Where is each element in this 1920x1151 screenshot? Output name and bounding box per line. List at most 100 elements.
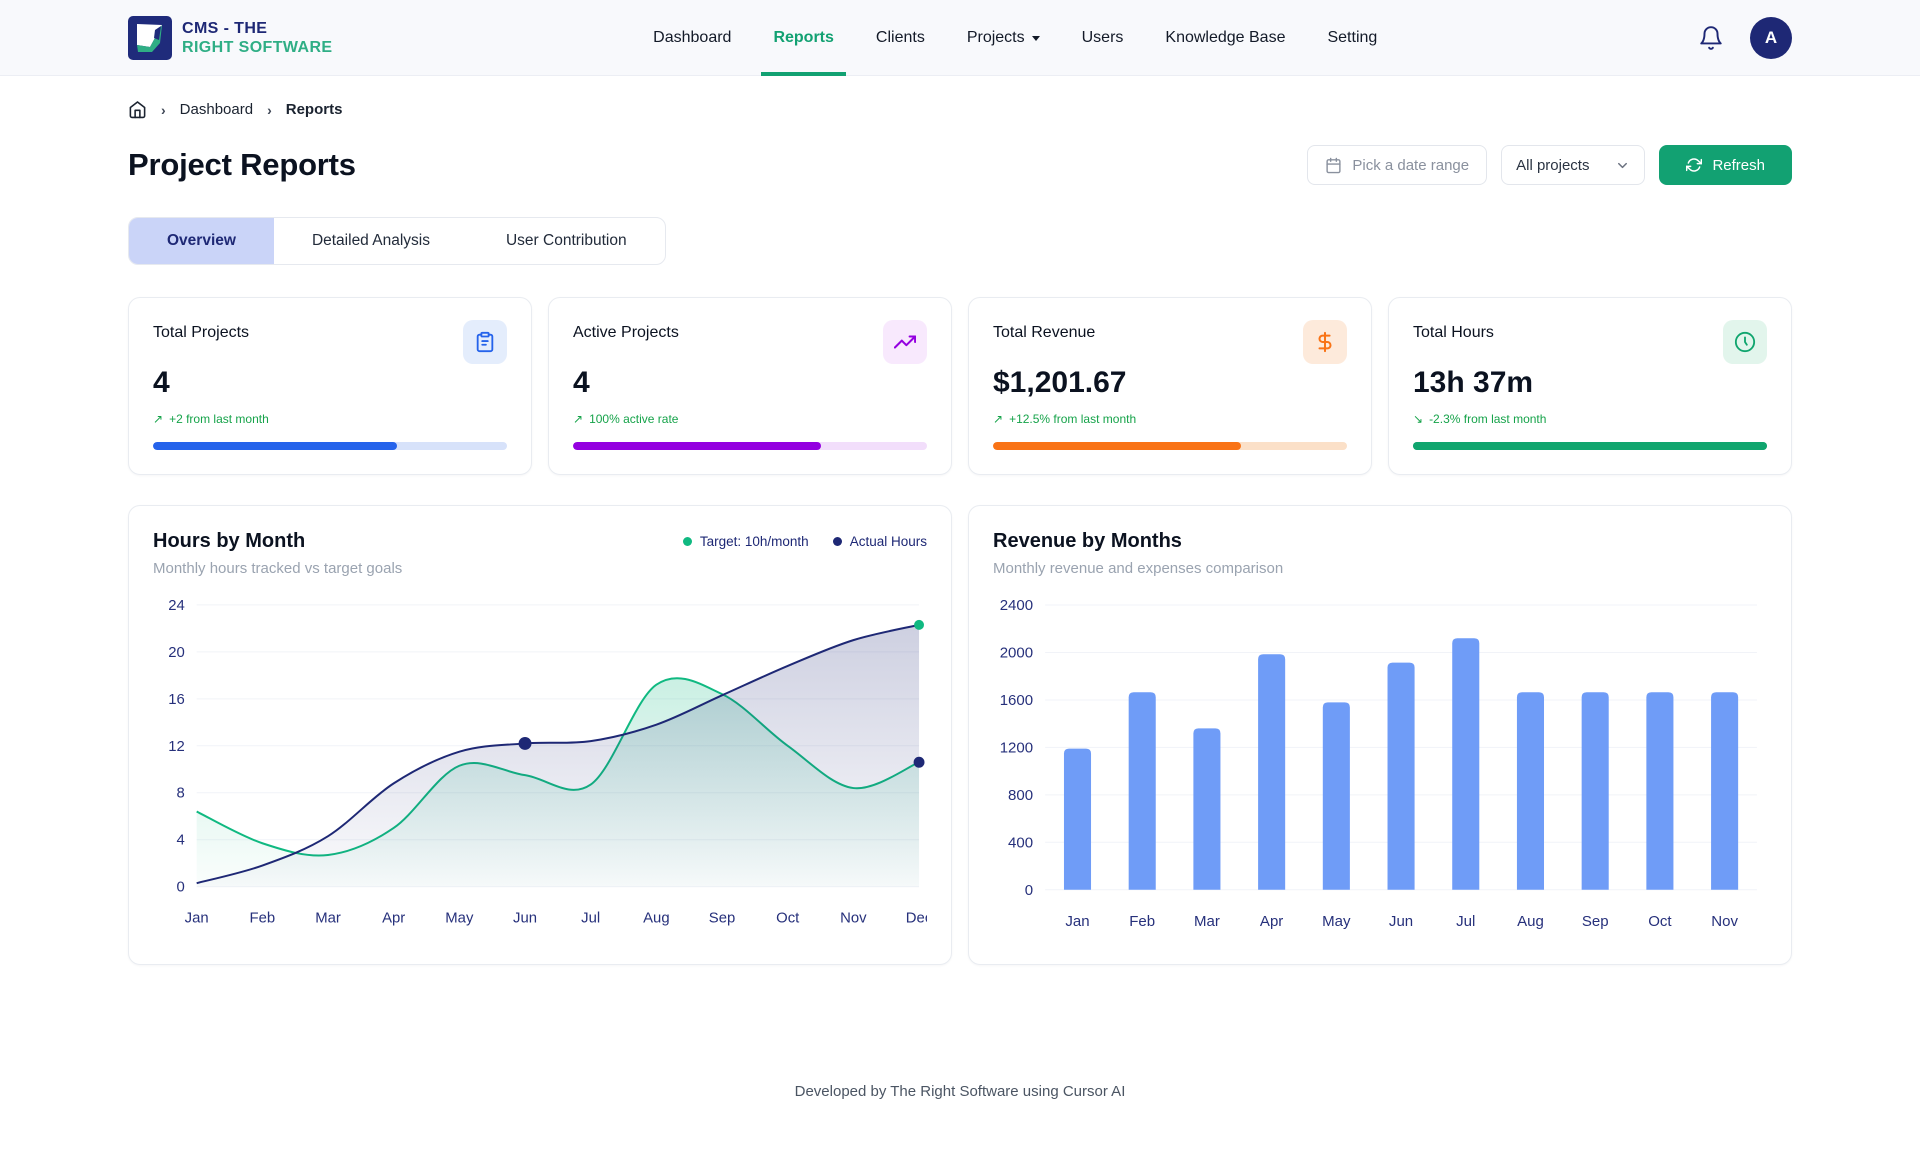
report-controls: Pick a date range All projects Refresh bbox=[1307, 145, 1792, 185]
svg-text:2000: 2000 bbox=[1000, 645, 1033, 662]
chart-title: Hours by Month bbox=[153, 530, 402, 553]
progress-track bbox=[1413, 442, 1767, 450]
svg-text:12: 12 bbox=[168, 739, 185, 755]
svg-text:Oct: Oct bbox=[1648, 913, 1672, 930]
tab-detailed-analysis[interactable]: Detailed Analysis bbox=[274, 218, 468, 264]
stat-change: ↗ +2 from last month bbox=[153, 412, 507, 426]
legend-dot-target bbox=[683, 537, 692, 546]
svg-text:Jan: Jan bbox=[1065, 913, 1089, 930]
svg-text:0: 0 bbox=[1025, 882, 1033, 899]
svg-text:Sep: Sep bbox=[709, 910, 735, 926]
stat-title: Total Projects bbox=[153, 320, 249, 342]
svg-text:Apr: Apr bbox=[1260, 913, 1283, 930]
chart-subtitle: Monthly hours tracked vs target goals bbox=[153, 560, 402, 577]
svg-text:4: 4 bbox=[176, 833, 184, 849]
brand-logo[interactable]: CMS - THE RIGHT SOFTWARE bbox=[128, 16, 332, 60]
nav-item-projects[interactable]: Projects bbox=[967, 0, 1040, 75]
stat-value: 4 bbox=[153, 366, 507, 400]
svg-text:May: May bbox=[1322, 913, 1351, 930]
svg-text:Apr: Apr bbox=[382, 910, 405, 926]
svg-text:Jul: Jul bbox=[1456, 913, 1475, 930]
progress-track bbox=[153, 442, 507, 450]
stat-change: ↘ -2.3% from last month bbox=[1413, 412, 1767, 426]
refresh-label: Refresh bbox=[1712, 157, 1765, 174]
dollar-icon bbox=[1303, 320, 1347, 364]
stat-title: Total Hours bbox=[1413, 320, 1494, 342]
svg-text:Oct: Oct bbox=[776, 910, 800, 926]
stats-cards: Total Projects 4 ↗ +2 from last month bbox=[128, 297, 1792, 475]
brand-name: CMS - THE RIGHT SOFTWARE bbox=[182, 19, 332, 57]
top-navigation-bar: CMS - THE RIGHT SOFTWARE Dashboard Repor… bbox=[0, 0, 1920, 76]
stat-title: Active Projects bbox=[573, 320, 679, 342]
breadcrumb: › Dashboard › Reports bbox=[128, 100, 1792, 119]
trend-up-icon: ↗ bbox=[993, 412, 1003, 426]
svg-text:Aug: Aug bbox=[643, 910, 669, 926]
tab-user-contribution[interactable]: User Contribution bbox=[468, 218, 665, 264]
progress-fill bbox=[1413, 442, 1767, 450]
progress-track bbox=[993, 442, 1347, 450]
refresh-button[interactable]: Refresh bbox=[1659, 145, 1792, 185]
stat-value: 4 bbox=[573, 366, 927, 400]
svg-text:16: 16 bbox=[168, 692, 185, 708]
chart-legend: Target: 10h/month Actual Hours bbox=[683, 530, 927, 549]
main-nav: Dashboard Reports Clients Projects Users… bbox=[332, 0, 1698, 75]
stat-change: ↗ +12.5% from last month bbox=[993, 412, 1347, 426]
svg-text:Sep: Sep bbox=[1582, 913, 1609, 930]
stat-card-total-hours: Total Hours 13h 37m ↘ -2.3% from last mo… bbox=[1388, 297, 1792, 475]
svg-text:800: 800 bbox=[1008, 787, 1033, 804]
chart-subtitle: Monthly revenue and expenses comparison bbox=[993, 560, 1283, 577]
trend-up-icon: ↗ bbox=[153, 412, 163, 426]
tab-overview[interactable]: Overview bbox=[129, 218, 274, 264]
charts-row: Hours by Month Monthly hours tracked vs … bbox=[128, 505, 1792, 965]
stat-change-text: +12.5% from last month bbox=[1009, 412, 1136, 426]
hours-by-month-line-chart: 04812162024JanFebMarAprMayJunJulAugSepOc… bbox=[153, 591, 927, 936]
nav-item-projects-label: Projects bbox=[967, 29, 1025, 47]
footer-credit: Developed by The Right Software using Cu… bbox=[128, 1083, 1792, 1126]
stat-card-active-projects: Active Projects 4 ↗ 100% active rate bbox=[548, 297, 952, 475]
user-avatar[interactable]: A bbox=[1750, 17, 1792, 59]
brand-line-1: CMS - THE bbox=[182, 19, 332, 38]
nav-item-clients[interactable]: Clients bbox=[876, 0, 925, 75]
refresh-icon bbox=[1686, 157, 1702, 173]
svg-text:24: 24 bbox=[168, 598, 185, 614]
svg-text:Aug: Aug bbox=[1517, 913, 1544, 930]
breadcrumb-dashboard-link[interactable]: Dashboard bbox=[180, 101, 253, 118]
svg-text:1200: 1200 bbox=[1000, 739, 1033, 756]
report-tabs: Overview Detailed Analysis User Contribu… bbox=[128, 217, 666, 265]
nav-item-setting[interactable]: Setting bbox=[1327, 0, 1377, 75]
revenue-by-months-bar-chart: 04008001200160020002400JanFebMarAprMayJu… bbox=[993, 591, 1767, 940]
project-filter-value: All projects bbox=[1516, 157, 1589, 174]
breadcrumb-home-link[interactable] bbox=[128, 100, 147, 119]
stat-value: $1,201.67 bbox=[993, 366, 1347, 400]
svg-text:400: 400 bbox=[1008, 834, 1033, 851]
nav-item-knowledge-base[interactable]: Knowledge Base bbox=[1165, 0, 1285, 75]
svg-text:May: May bbox=[445, 910, 474, 926]
caret-down-icon bbox=[1032, 36, 1040, 41]
stat-card-total-revenue: Total Revenue $1,201.67 ↗ +12.5% from la… bbox=[968, 297, 1372, 475]
page-title: Project Reports bbox=[128, 147, 356, 183]
nav-item-reports[interactable]: Reports bbox=[773, 0, 833, 75]
trending-up-icon bbox=[883, 320, 927, 364]
notifications-button[interactable] bbox=[1698, 25, 1724, 51]
svg-text:Feb: Feb bbox=[250, 910, 276, 926]
legend-item-target: Target: 10h/month bbox=[683, 534, 809, 549]
progress-fill bbox=[153, 442, 397, 450]
svg-text:Jan: Jan bbox=[185, 910, 209, 926]
topbar-actions: A bbox=[1698, 17, 1792, 59]
stat-change-text: -2.3% from last month bbox=[1429, 412, 1546, 426]
legend-dot-actual bbox=[833, 537, 842, 546]
project-filter-select[interactable]: All projects bbox=[1501, 145, 1645, 185]
svg-text:Jul: Jul bbox=[581, 910, 600, 926]
brand-line-2: RIGHT SOFTWARE bbox=[182, 38, 332, 57]
stat-change-text: +2 from last month bbox=[169, 412, 269, 426]
revenue-by-months-card: Revenue by Months Monthly revenue and ex… bbox=[968, 505, 1792, 965]
svg-text:1600: 1600 bbox=[1000, 692, 1033, 709]
breadcrumb-separator: › bbox=[161, 102, 166, 118]
chart-title: Revenue by Months bbox=[993, 530, 1283, 553]
nav-item-dashboard[interactable]: Dashboard bbox=[653, 0, 731, 75]
svg-text:0: 0 bbox=[176, 880, 184, 896]
date-range-picker[interactable]: Pick a date range bbox=[1307, 145, 1487, 185]
nav-item-users[interactable]: Users bbox=[1082, 0, 1124, 75]
stat-value: 13h 37m bbox=[1413, 366, 1767, 400]
svg-text:Nov: Nov bbox=[1711, 913, 1738, 930]
